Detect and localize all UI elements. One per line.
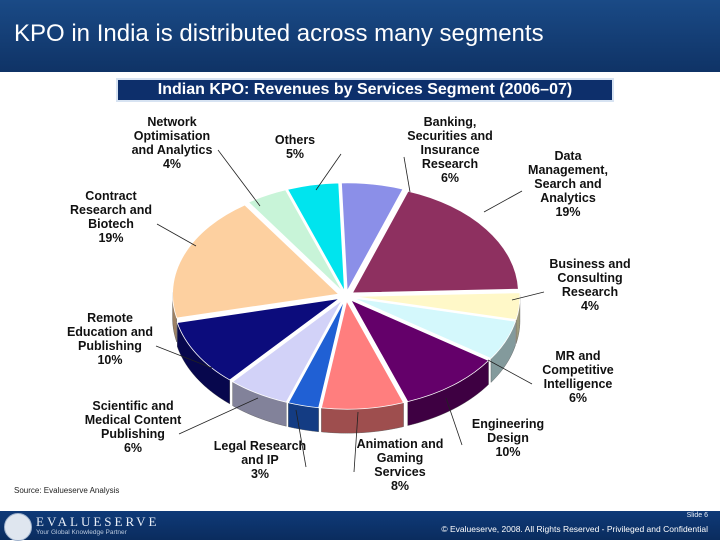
- slide-title: KPO in India is distributed across many …: [14, 20, 544, 47]
- slice-label-4: Engineering Design 10%: [472, 417, 544, 459]
- brand-tagline: Your Global Knowledge Partner: [36, 529, 127, 536]
- slice-label-3: MR and Competitive Intelligence 6%: [542, 349, 614, 405]
- pie-slice-2: [353, 292, 521, 321]
- leader-line-7: [178, 397, 259, 435]
- pie-slice-5: [320, 300, 405, 410]
- slice-label-6: Legal Research and IP 3%: [214, 439, 306, 481]
- copyright-text: © Evalueserve, 2008. All Rights Reserved…: [441, 524, 708, 534]
- pie-slice-7: [231, 300, 343, 403]
- slice-label-0: Banking, Securities and Insurance Research 6…: [407, 115, 492, 185]
- pie-slice-1: [351, 190, 519, 294]
- pie-slice-9: [172, 204, 340, 319]
- evalueserve-logo-icon: [4, 513, 32, 541]
- leader-line-3: [487, 359, 533, 385]
- source-note: Source: Evalueserve Analysis: [14, 486, 120, 495]
- pie-slice-11: [287, 182, 345, 292]
- leader-line-9: [156, 223, 197, 247]
- pie-slice-6: [287, 300, 345, 409]
- pie-slices: [172, 182, 521, 410]
- pie-slice-8: [176, 298, 340, 381]
- slice-label-5: Animation and Gaming Services 8%: [357, 437, 444, 493]
- pie-labels: Banking, Securities and Insurance Research 6…: [67, 115, 631, 493]
- footer-bar: EVALUESERVE Your Global Knowledge Partne…: [0, 511, 720, 541]
- leader-line-10: [217, 149, 261, 207]
- leader-line-6: [295, 409, 307, 468]
- slice-label-9: Contract Research and Biotech 19%: [70, 189, 152, 245]
- leader-line-0: [403, 156, 411, 193]
- slice-label-2: Business and Consulting Research 4%: [549, 257, 630, 313]
- pie-slice-10: [247, 189, 343, 292]
- leader-line-11: [315, 153, 342, 191]
- slice-label-7: Scientific and Medical Content Publishing 6…: [85, 399, 182, 455]
- brand-name: EVALUESERVE: [36, 514, 160, 529]
- chart-title: Indian KPO: Revenues by Services Segment…: [116, 78, 614, 102]
- pie-slice-4: [349, 299, 490, 403]
- leader-line-1: [483, 190, 523, 213]
- slide-number: Slide 6: [686, 512, 708, 519]
- leader-line-8: [155, 345, 213, 369]
- title-bar: KPO in India is distributed across many …: [0, 0, 720, 72]
- slice-label-10: Network Optimisation and Analytics 4%: [132, 115, 213, 171]
- slice-label-11: Others 5%: [275, 133, 315, 161]
- slice-label-1: Data Management, Search and Analytics 19%: [528, 149, 608, 219]
- leader-line-2: [511, 291, 545, 301]
- pie-slice-0: [341, 182, 404, 293]
- leader-line-5: [353, 411, 359, 473]
- slice-label-8: Remote Education and Publishing 10%: [67, 311, 153, 367]
- pie-slice-3: [353, 297, 517, 359]
- leader-line-4: [445, 397, 463, 446]
